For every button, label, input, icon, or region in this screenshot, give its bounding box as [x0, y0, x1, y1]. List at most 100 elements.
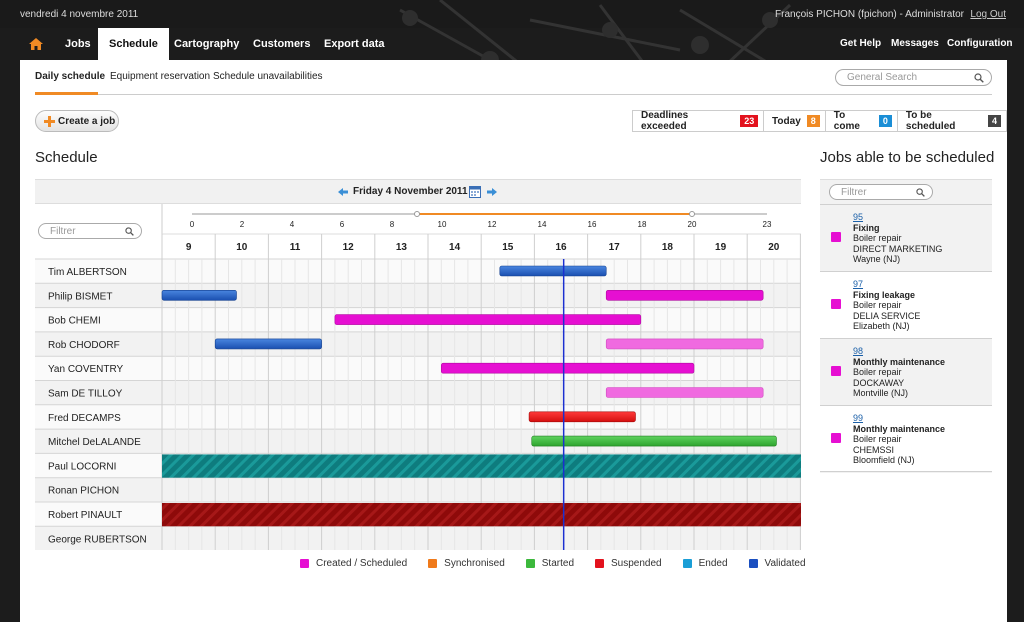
- legend-swatch: [748, 559, 758, 568]
- slider-tick-label: 16: [588, 220, 597, 229]
- search-icon[interactable]: [916, 188, 925, 197]
- counter-to-be-scheduled[interactable]: To be scheduled 4: [896, 110, 1006, 132]
- counter-badge: 0: [878, 115, 892, 127]
- tab-jobs[interactable]: Jobs: [65, 38, 91, 50]
- job-bar: [214, 338, 322, 350]
- tab-export-data[interactable]: Export data: [324, 38, 385, 50]
- hour-label: 13: [396, 242, 408, 253]
- job-bar: [605, 338, 764, 350]
- hour-label: 15: [502, 242, 514, 253]
- hour-label: 20: [768, 242, 780, 253]
- job-number-link[interactable]: 97: [853, 279, 864, 289]
- resource-name: Paul LOCORNI: [48, 461, 116, 472]
- counter-badge: 8: [806, 115, 820, 127]
- job-bar: [499, 265, 607, 277]
- subtab-equipment-reservation[interactable]: Equipment reservation: [110, 71, 211, 82]
- home-icon[interactable]: [28, 36, 44, 52]
- job-city: Montville (NJ): [853, 388, 909, 398]
- gantt-grid: 0 2 4 6 8 10 12 14 16 18 20 23 9 10 11 12 13 14 15 16 17 18 19…: [35, 204, 801, 550]
- job-title: Monthly maintenance: [853, 423, 946, 434]
- search-icon[interactable]: [125, 227, 134, 236]
- job-status-swatch: [831, 299, 841, 309]
- logout-link[interactable]: Log Out: [970, 9, 1006, 20]
- slider-tick-label: 2: [240, 220, 245, 229]
- resource-name: Philip BISMET: [48, 291, 112, 302]
- counter-badge: 23: [740, 115, 759, 127]
- resource-name: Yan COVENTRY: [48, 364, 124, 375]
- slider-tick-label: 4: [290, 220, 295, 229]
- hour-label: 9: [186, 242, 192, 253]
- next-day-icon[interactable]: [487, 187, 497, 197]
- job-bar: [605, 387, 764, 398]
- calendar-icon[interactable]: [469, 185, 481, 198]
- previous-day-icon[interactable]: [338, 187, 348, 197]
- slider-tick-label: 8: [390, 220, 395, 229]
- job-title: Fixing: [853, 222, 880, 233]
- legend-label: Synchronised: [444, 558, 505, 569]
- schedule-gantt: Friday 4 November 2011 0 2 4 6 8 10 12 14 16 18 20…: [35, 179, 801, 550]
- messages-link[interactable]: Messages: [891, 38, 939, 49]
- resource-filter-input[interactable]: Filtrer: [38, 223, 142, 239]
- job-bar: [528, 411, 636, 423]
- counter-label: Deadlines exceeded: [641, 110, 689, 132]
- slider-tick-label: 18: [638, 220, 647, 229]
- hour-label: 10: [236, 242, 248, 253]
- jobs-filter-input[interactable]: Filtrer: [829, 184, 933, 200]
- create-job-button[interactable]: Create a job: [35, 110, 119, 132]
- counter-deadlines-exceeded[interactable]: Deadlines exceeded 23: [633, 110, 763, 132]
- tab-customers[interactable]: Customers: [253, 38, 311, 50]
- hour-label: 19: [715, 242, 727, 253]
- resource-filter-placeholder: Filtrer: [50, 226, 76, 237]
- tab-cartography[interactable]: Cartography: [174, 38, 240, 50]
- job-bar: [334, 314, 642, 325]
- general-search-input[interactable]: General Search: [835, 69, 992, 86]
- job-card[interactable]: 98 Monthly maintenance Boiler repair DOC…: [820, 338, 992, 405]
- resource-name: Mitchel DeLALANDE: [48, 437, 141, 448]
- job-city: Wayne (NJ): [853, 254, 901, 264]
- job-status-swatch: [831, 433, 841, 443]
- hour-label: 14: [449, 242, 461, 253]
- subtab-schedule-unavailabilities[interactable]: Schedule unavailabilities: [213, 71, 323, 82]
- job-number-link[interactable]: 99: [853, 413, 864, 423]
- status-legend: Created / Scheduled Synchronised Started…: [300, 558, 827, 569]
- job-status-swatch: [831, 232, 841, 242]
- job-card[interactable]: 95 Fixing Boiler repair DIRECT MARKETING…: [820, 204, 992, 271]
- job-bar: [531, 435, 777, 447]
- resource-name: Rob CHODORF: [48, 340, 120, 351]
- slider-tick-label: 23: [763, 220, 772, 229]
- counter-to-come[interactable]: To come 0: [824, 110, 897, 132]
- slider-start-handle: [414, 211, 420, 217]
- resource-name: Ronan PICHON: [48, 486, 119, 497]
- legend-label: Started: [541, 558, 575, 569]
- job-card[interactable]: 97 Fixing leakage Boiler repair DELIA SE…: [820, 271, 992, 338]
- get-help-link[interactable]: Get Help: [840, 38, 882, 49]
- slider-tick-label: 20: [688, 220, 697, 229]
- job-city: Elizabeth (NJ): [853, 321, 910, 331]
- slider-tick-label: 12: [488, 220, 497, 229]
- hour-label: 18: [662, 242, 674, 253]
- job-counters: Deadlines exceeded 23 Today 8 To come 0 …: [632, 110, 1007, 132]
- hour-label: 17: [609, 242, 621, 253]
- job-bar: [161, 290, 237, 301]
- counter-label: Today: [772, 115, 801, 127]
- subtab-daily-schedule[interactable]: Daily schedule: [35, 71, 106, 82]
- resource-name: Robert PINAULT: [48, 510, 122, 521]
- legend-label: Created / Scheduled: [316, 558, 408, 569]
- hour-label: 12: [343, 242, 355, 253]
- counter-today[interactable]: Today 8: [763, 111, 825, 131]
- configuration-link[interactable]: Configuration: [947, 38, 1013, 49]
- top-bar: vendredi 4 novembre 2011 François PICHON…: [0, 0, 1024, 88]
- job-card[interactable]: 99 Monthly maintenance Boiler repair CHE…: [820, 405, 992, 472]
- job-number-link[interactable]: 98: [853, 346, 864, 356]
- legend-swatch: [428, 559, 438, 568]
- counter-label: To be scheduled: [905, 110, 956, 132]
- job-type: Boiler repair: [853, 434, 902, 444]
- job-title: Fixing leakage: [853, 289, 916, 300]
- tab-schedule[interactable]: Schedule: [98, 28, 169, 60]
- job-number-link[interactable]: 95: [853, 212, 864, 222]
- resource-name: George RUBERTSON: [48, 534, 147, 545]
- job-type: Boiler repair: [853, 233, 902, 243]
- search-icon[interactable]: [974, 73, 984, 83]
- job-bar: [605, 290, 764, 301]
- job-customer: DELIA SERVICE: [853, 310, 921, 321]
